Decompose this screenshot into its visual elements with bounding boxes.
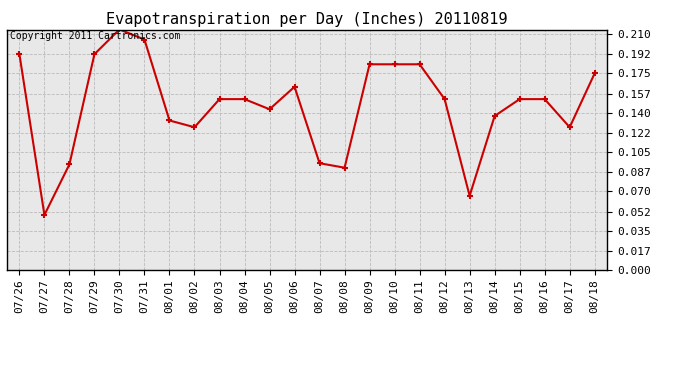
Title: Evapotranspiration per Day (Inches) 20110819: Evapotranspiration per Day (Inches) 2011… [106, 12, 508, 27]
Text: Copyright 2011 Cartronics.com: Copyright 2011 Cartronics.com [10, 31, 180, 41]
